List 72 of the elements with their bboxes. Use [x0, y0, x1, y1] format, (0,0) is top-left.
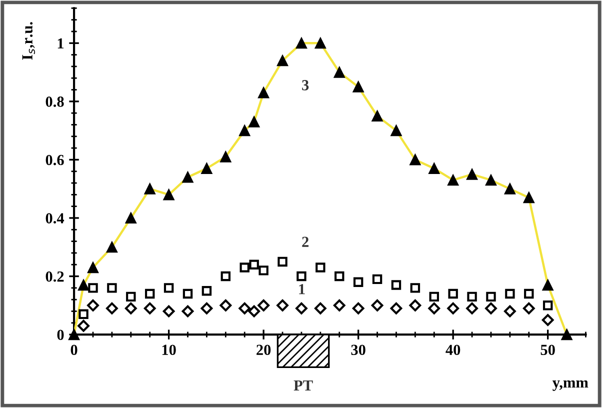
point: [249, 260, 259, 270]
point: [314, 302, 326, 314]
point: [296, 302, 308, 314]
y-tick-label: 0: [57, 330, 64, 340]
point: [522, 302, 535, 314]
x-tick-label: 10: [162, 344, 176, 356]
point: [333, 299, 346, 312]
point: [371, 299, 384, 312]
y-tick-label: 0.2: [46, 271, 64, 282]
point: [238, 302, 251, 314]
point: [391, 280, 402, 290]
y-tick-label: 1: [58, 38, 64, 48]
point: [428, 302, 440, 314]
point: [467, 292, 477, 302]
point: [144, 288, 155, 299]
point: [316, 262, 326, 272]
point: [182, 305, 194, 318]
point: [202, 286, 212, 296]
point: [334, 271, 344, 282]
point: [248, 305, 260, 318]
point: [88, 283, 98, 293]
point: [278, 256, 288, 267]
annotation: 1: [299, 284, 305, 294]
point: [240, 262, 250, 272]
point: [78, 309, 88, 320]
x-tick-label: 0: [70, 344, 78, 356]
point: [144, 302, 156, 314]
point: [276, 299, 288, 312]
point: [296, 271, 306, 282]
x-tick-label: 40: [446, 344, 460, 356]
point: [164, 283, 174, 293]
point: [429, 292, 439, 302]
point: [466, 302, 478, 314]
point: [447, 302, 460, 314]
point: [485, 302, 497, 314]
x-tick-label: 30: [351, 344, 366, 356]
x-tick-label: 20: [256, 344, 271, 356]
point: [220, 299, 232, 312]
point: [486, 292, 496, 302]
point: [220, 271, 231, 282]
point: [542, 300, 553, 310]
point: [353, 277, 364, 287]
point: [107, 283, 117, 293]
point: [87, 299, 99, 312]
point: [78, 320, 90, 332]
point: [542, 314, 554, 326]
y-tick-label: 0.8: [46, 96, 64, 107]
x-tick-label: 50: [540, 344, 555, 356]
x-axis-title: y,mm: [552, 380, 588, 391]
point: [126, 292, 136, 302]
point: [352, 302, 364, 314]
text: PT: [294, 380, 313, 390]
point: [390, 302, 402, 314]
point: [505, 288, 515, 299]
point: [200, 302, 213, 314]
point: [258, 266, 268, 276]
point: [409, 299, 422, 312]
point: [162, 305, 175, 318]
point: [124, 302, 137, 314]
annotation: 3: [302, 80, 309, 90]
point: [410, 283, 420, 293]
point: [524, 288, 534, 299]
y-tick-label: 0.4: [46, 213, 64, 224]
point: [504, 305, 516, 318]
point: [448, 288, 458, 299]
point: [106, 302, 118, 314]
point: [258, 299, 270, 312]
y-tick-label: 0.6: [46, 154, 64, 166]
point: [372, 274, 382, 284]
annotation: 2: [302, 236, 308, 247]
point: [182, 288, 193, 299]
y-axis-title: I$_{s}$,r.u.: [22, 22, 35, 60]
